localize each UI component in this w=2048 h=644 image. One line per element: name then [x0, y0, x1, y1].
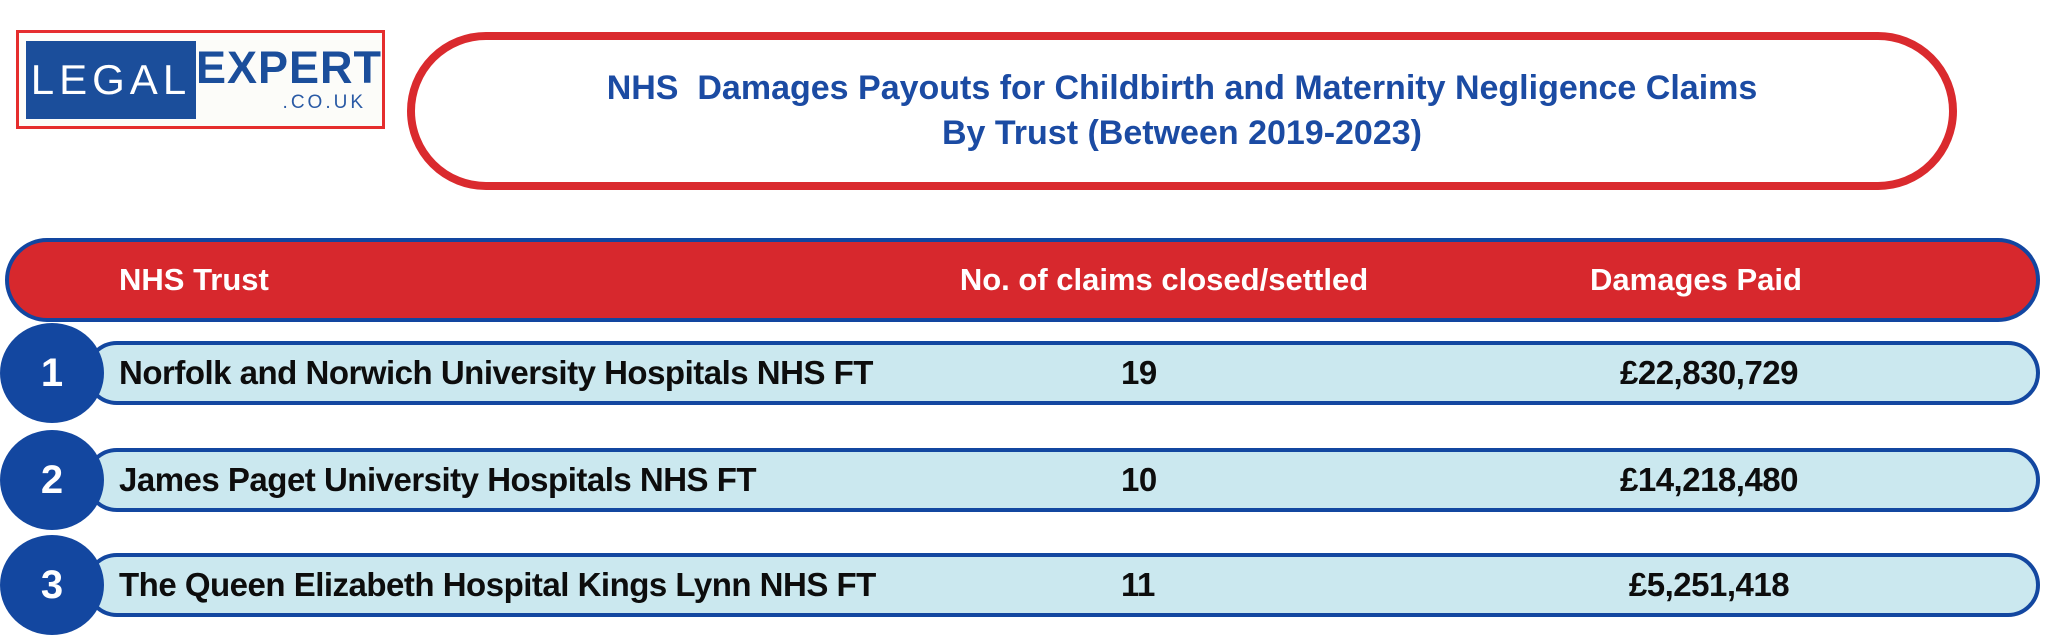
trust-name: James Paget University Hospitals NHS FT	[119, 461, 757, 498]
logo-right: EXPERT .CO.UK	[196, 45, 382, 114]
logo-expert-text: EXPERT	[195, 42, 382, 93]
damages-paid: £5,251,418	[1628, 566, 1790, 603]
damages-paid: £22,830,729	[1619, 354, 1799, 391]
logo-legal-block: LEGAL	[26, 40, 196, 119]
legal-expert-logo: LEGAL EXPERT .CO.UK	[16, 30, 385, 129]
table-row: Norfolk and Norwich University Hospitals…	[85, 341, 2040, 405]
rank-badge: 2	[0, 430, 104, 530]
title-line-1: NHS Damages Payouts for Childbirth and M…	[606, 69, 1758, 107]
column-header-claims: No. of claims closed/settled	[959, 262, 1369, 297]
column-header-damages: Damages Paid	[1590, 262, 1802, 297]
table-row: James Paget University Hospitals NHS FT …	[85, 448, 2040, 512]
rank-badge: 3	[0, 535, 104, 635]
claims-count: 19	[1121, 354, 1157, 391]
trust-name: The Queen Elizabeth Hospital Kings Lynn …	[119, 566, 876, 603]
damages-paid: £14,218,480	[1619, 461, 1799, 498]
claims-count: 11	[1121, 566, 1155, 603]
infographic-title: NHS Damages Payouts for Childbirth and M…	[407, 32, 1957, 190]
rank-badge: 1	[0, 323, 104, 423]
table-header-row: NHS Trust No. of claims closed/settled D…	[5, 238, 2040, 322]
logo-domain-text: .CO.UK	[282, 92, 366, 113]
table-row: The Queen Elizabeth Hospital Kings Lynn …	[85, 553, 2040, 617]
claims-count: 10	[1121, 461, 1157, 498]
trust-name: Norfolk and Norwich University Hospitals…	[119, 354, 873, 391]
column-header-nhs-trust: NHS Trust	[119, 262, 269, 297]
title-line-2: By Trust (Between 2019-2023)	[942, 114, 1422, 152]
